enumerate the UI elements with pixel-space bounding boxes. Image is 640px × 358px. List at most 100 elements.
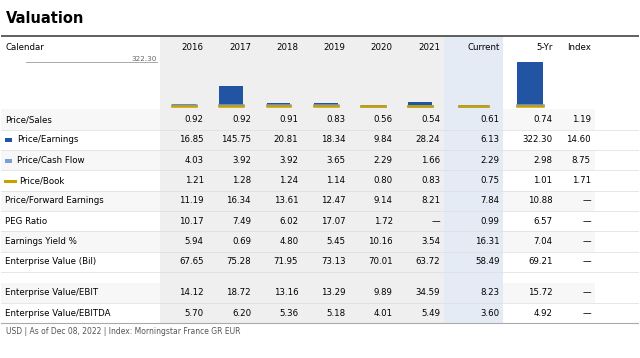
Text: 2020: 2020	[371, 43, 393, 52]
Bar	[207, 191, 255, 211]
Text: 2018: 2018	[276, 43, 298, 52]
Text: 3.92: 3.92	[279, 156, 298, 165]
Bar	[444, 252, 503, 272]
Text: 3.92: 3.92	[232, 156, 251, 165]
Bar	[255, 252, 302, 272]
Text: 58.49: 58.49	[475, 257, 499, 266]
Text: 0.54: 0.54	[421, 115, 440, 124]
Bar	[397, 231, 444, 252]
Text: 0.61: 0.61	[481, 115, 499, 124]
Bar	[161, 130, 207, 150]
Text: 28.24: 28.24	[415, 135, 440, 144]
Text: 12.47: 12.47	[321, 197, 346, 205]
Text: 14.12: 14.12	[179, 289, 204, 297]
Bar	[503, 231, 556, 252]
Bar	[302, 211, 349, 231]
Text: 69.21: 69.21	[528, 257, 552, 266]
Text: 67.65: 67.65	[179, 257, 204, 266]
Bar	[349, 211, 397, 231]
Text: 2021: 2021	[418, 43, 440, 52]
Bar	[349, 110, 397, 130]
Text: 17.07: 17.07	[321, 217, 346, 226]
Text: 0.91: 0.91	[279, 115, 298, 124]
Bar	[556, 252, 595, 272]
Bar	[556, 130, 595, 150]
Bar	[349, 252, 397, 272]
Bar	[255, 150, 302, 170]
Text: 0.99: 0.99	[481, 217, 499, 226]
Bar	[255, 130, 302, 150]
Text: 10.88: 10.88	[528, 197, 552, 205]
Bar	[349, 303, 397, 323]
Bar	[302, 283, 349, 303]
Bar	[397, 130, 444, 150]
Text: 2016: 2016	[182, 43, 204, 52]
Text: Enterprise Value/EBIT: Enterprise Value/EBIT	[5, 289, 99, 297]
Text: 1.01: 1.01	[533, 176, 552, 185]
Bar	[255, 170, 302, 191]
Bar	[220, 86, 243, 106]
Text: 16.31: 16.31	[475, 237, 499, 246]
Bar	[1, 150, 161, 170]
Text: 7.49: 7.49	[232, 217, 251, 226]
Text: 13.29: 13.29	[321, 289, 346, 297]
Text: 10.17: 10.17	[179, 217, 204, 226]
Bar	[444, 130, 503, 150]
Bar	[302, 252, 349, 272]
Text: 1.14: 1.14	[326, 176, 346, 185]
Bar	[207, 37, 255, 59]
Text: 18.34: 18.34	[321, 135, 346, 144]
Text: —: —	[582, 237, 591, 246]
Bar	[207, 150, 255, 170]
Bar	[397, 37, 444, 59]
Bar	[444, 110, 503, 130]
Bar	[397, 252, 444, 272]
Text: 0.92: 0.92	[232, 115, 251, 124]
Bar	[172, 103, 196, 106]
Text: 0.75: 0.75	[481, 176, 499, 185]
Text: 8.21: 8.21	[421, 197, 440, 205]
Bar	[444, 59, 503, 110]
Bar	[503, 283, 556, 303]
Text: 2.98: 2.98	[534, 156, 552, 165]
Text: 8.75: 8.75	[572, 156, 591, 165]
Bar	[207, 252, 255, 272]
Bar	[267, 103, 291, 106]
Bar	[397, 283, 444, 303]
Bar	[444, 170, 503, 191]
Bar	[207, 59, 255, 110]
Bar	[444, 272, 503, 283]
Text: 6.02: 6.02	[279, 217, 298, 226]
Text: 6.13: 6.13	[481, 135, 499, 144]
Bar	[5, 159, 12, 163]
Text: 70.01: 70.01	[368, 257, 393, 266]
Text: Enterprise Value/EBITDA: Enterprise Value/EBITDA	[5, 309, 111, 318]
Text: USD | As of Dec 08, 2022 | Index: Morningstar France GR EUR: USD | As of Dec 08, 2022 | Index: Mornin…	[6, 327, 240, 336]
Bar	[444, 231, 503, 252]
Text: —: —	[431, 217, 440, 226]
Text: Price/Cash Flow: Price/Cash Flow	[17, 156, 84, 165]
Bar	[255, 37, 302, 59]
Bar	[302, 272, 349, 283]
Bar	[397, 150, 444, 170]
Bar	[302, 303, 349, 323]
Bar	[302, 191, 349, 211]
Text: Valuation: Valuation	[6, 11, 84, 26]
Bar	[207, 231, 255, 252]
Bar	[397, 211, 444, 231]
Bar	[444, 37, 503, 59]
Text: Price/Sales: Price/Sales	[5, 115, 52, 124]
Bar	[1, 170, 161, 191]
Bar	[503, 130, 556, 150]
Text: —: —	[582, 257, 591, 266]
Text: 16.34: 16.34	[227, 197, 251, 205]
Text: 63.72: 63.72	[415, 257, 440, 266]
Text: 322.30: 322.30	[131, 56, 157, 62]
Text: 0.80: 0.80	[374, 176, 393, 185]
Text: Enterprise Value (Bil): Enterprise Value (Bil)	[5, 257, 96, 266]
Bar	[349, 231, 397, 252]
Text: 5.36: 5.36	[279, 309, 298, 318]
Bar	[349, 150, 397, 170]
Text: Price/Book: Price/Book	[19, 176, 65, 185]
Bar	[408, 102, 432, 106]
